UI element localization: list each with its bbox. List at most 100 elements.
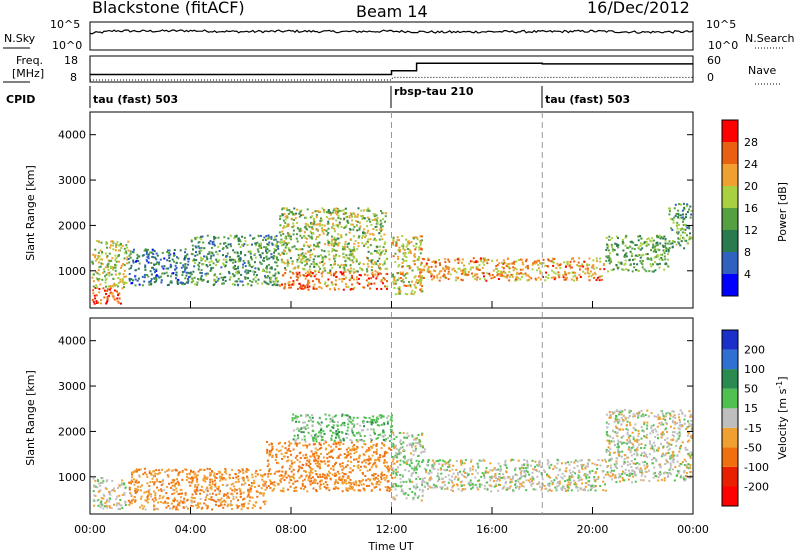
velocity-cell: [208, 498, 211, 500]
velocity-cell: [441, 459, 444, 462]
power-cell: [392, 240, 395, 243]
power-cell: [340, 263, 343, 266]
power-cell: [363, 273, 366, 276]
power-cell: [304, 264, 307, 267]
power-cell: [334, 243, 337, 246]
power-cell: [261, 270, 264, 272]
power-cell: [327, 284, 330, 287]
velocity-cell: [313, 456, 316, 459]
power-cell: [343, 227, 346, 229]
power-cell: [622, 269, 625, 271]
velocity-cell: [439, 486, 442, 489]
velocity-cell: [140, 495, 143, 498]
velocity-cell: [105, 488, 108, 490]
power-cell: [315, 213, 318, 216]
power-cell: [304, 272, 307, 275]
power-cell: [663, 255, 666, 258]
velocity-cell: [373, 472, 376, 475]
power-cell: [112, 285, 115, 288]
velocity-cell: [217, 489, 220, 492]
power-cell: [504, 275, 507, 278]
velocity-cell: [412, 453, 415, 456]
power-cell: [274, 244, 277, 247]
velocity-cell: [134, 499, 137, 502]
velocity-cell: [130, 493, 133, 496]
velocity-cell: [232, 495, 235, 498]
power-cell: [454, 259, 457, 262]
power-cell: [218, 250, 221, 252]
power-cell: [566, 263, 569, 265]
power-y-axis-title: Slant Range [km]: [24, 165, 37, 261]
velocity-cell: [318, 463, 321, 466]
velocity-cell: [97, 504, 100, 507]
velocity-cell: [441, 486, 444, 489]
velocity-cell: [470, 487, 473, 490]
velocity-cell: [364, 475, 367, 477]
velocity-cell: [332, 426, 335, 429]
power-cell: [564, 273, 567, 276]
power-cell: [237, 237, 240, 240]
power-cell: [426, 270, 429, 273]
power-cell: [106, 299, 109, 302]
power-cell: [419, 243, 422, 246]
velocity-cell: [394, 456, 397, 459]
velocity-cell: [276, 482, 279, 485]
power-cell: [277, 280, 279, 283]
power-cell: [114, 263, 116, 266]
velocity-cell: [568, 476, 571, 479]
power-cell: [401, 261, 404, 264]
velocity-cell: [164, 500, 167, 503]
velocity-cell: [102, 507, 105, 510]
noise-right-tick-top: 10^5: [706, 18, 736, 31]
velocity-cell: [320, 479, 323, 482]
velocity-cell: [267, 463, 270, 466]
power-cell: [420, 268, 423, 271]
velocity-cell: [522, 485, 525, 488]
velocity-cell: [298, 468, 301, 471]
power-cell: [260, 246, 263, 249]
velocity-cell: [109, 493, 112, 496]
velocity-cell: [536, 464, 539, 467]
velocity-cell: [284, 442, 287, 445]
velocity-cell: [271, 445, 274, 448]
velocity-cell: [121, 494, 124, 496]
power-cell: [284, 282, 287, 285]
power-cell: [191, 277, 194, 280]
velocity-cell: [378, 460, 381, 462]
power-cell: [544, 279, 547, 282]
velocity-cell: [509, 485, 512, 488]
power-cell: [434, 265, 437, 268]
power-cell: [553, 278, 556, 281]
power-cell: [420, 271, 423, 274]
velocity-cell: [316, 421, 319, 424]
power-cell: [518, 272, 521, 275]
velocity-cell: [362, 429, 365, 432]
power-cell: [448, 260, 451, 263]
velocity-cell: [179, 492, 182, 495]
power-cell: [332, 222, 335, 225]
velocity-cell: [151, 481, 154, 483]
velocity-cell: [422, 446, 424, 449]
velocity-cell: [392, 458, 395, 461]
power-cell: [375, 287, 378, 290]
velocity-cell: [96, 499, 99, 502]
power-cell: [171, 272, 174, 275]
velocity-cell: [213, 479, 216, 482]
velocity-cell: [345, 436, 348, 439]
power-cell: [522, 263, 525, 266]
power-cell: [310, 221, 313, 224]
velocity-cell: [173, 489, 176, 492]
power-cell: [578, 274, 581, 276]
power-cell: [565, 264, 568, 267]
power-cell: [658, 266, 661, 269]
velocity-cell: [390, 449, 393, 451]
power-cell: [471, 266, 474, 269]
power-cell: [638, 254, 641, 257]
velocity-cell: [421, 494, 424, 497]
velocity-cell: [402, 460, 405, 463]
power-cell: [205, 274, 208, 277]
velocity-cell: [529, 481, 532, 484]
power-cell: [175, 261, 178, 264]
velocity-cell: [222, 506, 225, 509]
velocity-cell: [312, 476, 314, 479]
